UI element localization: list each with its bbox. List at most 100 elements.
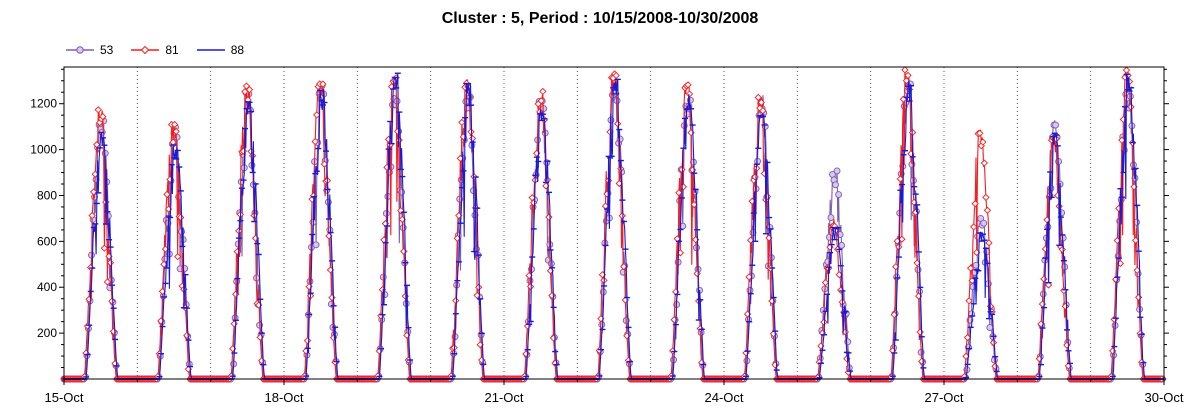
point-53 bbox=[893, 273, 901, 281]
point-81 bbox=[177, 213, 185, 222]
legend-swatch-81 bbox=[131, 45, 160, 55]
point-53 bbox=[825, 233, 833, 241]
point-53 bbox=[972, 261, 980, 269]
point-81 bbox=[904, 71, 912, 80]
point-81 bbox=[902, 77, 911, 85]
point-81 bbox=[989, 338, 998, 347]
series-layer bbox=[60, 66, 1167, 383]
y-tick-label: 400 bbox=[37, 280, 57, 294]
legend-item-88: 88 bbox=[196, 43, 256, 57]
point-81 bbox=[171, 120, 179, 129]
point-81 bbox=[313, 111, 321, 119]
point-53 bbox=[312, 241, 320, 249]
point-81 bbox=[979, 138, 987, 146]
point-81 bbox=[103, 278, 112, 286]
legend-swatch-53 bbox=[66, 46, 94, 54]
point-81 bbox=[99, 112, 107, 121]
point-81 bbox=[108, 297, 116, 305]
point-81 bbox=[746, 236, 755, 244]
point-81 bbox=[475, 283, 483, 291]
legend-label-81: 81 bbox=[165, 43, 179, 57]
point-81 bbox=[1040, 275, 1048, 283]
x-tick-label: 27-Oct bbox=[924, 390, 963, 405]
point-81 bbox=[88, 211, 96, 220]
point-81 bbox=[537, 97, 545, 105]
point-81 bbox=[901, 66, 909, 74]
point-81 bbox=[319, 80, 327, 88]
point-81 bbox=[970, 223, 978, 231]
chart-title: Cluster : 5, Period : 10/15/2008-10/30/2… bbox=[441, 10, 759, 27]
point-81 bbox=[980, 159, 989, 167]
point-81 bbox=[690, 200, 698, 209]
point-81 bbox=[1122, 66, 1131, 74]
x-tick-label: 30-Oct bbox=[1144, 390, 1183, 405]
point-81 bbox=[618, 212, 626, 220]
x-tick-label: 21-Oct bbox=[484, 390, 523, 405]
point-53 bbox=[980, 219, 988, 227]
point-81 bbox=[311, 137, 319, 146]
point-81 bbox=[985, 239, 993, 247]
legend-swatch-88 bbox=[196, 49, 225, 51]
point-81 bbox=[751, 173, 759, 181]
point-53 bbox=[1129, 161, 1137, 169]
legend-item-53: 53 bbox=[66, 43, 125, 57]
point-53 bbox=[598, 321, 606, 329]
point-81 bbox=[468, 134, 477, 143]
y-tick-label: 600 bbox=[37, 234, 57, 248]
point-81 bbox=[966, 264, 975, 272]
point-81 bbox=[106, 259, 115, 267]
point-53 bbox=[986, 324, 994, 332]
legend-item-81: 81 bbox=[131, 43, 190, 57]
point-81 bbox=[971, 200, 979, 208]
y-tick-label: 200 bbox=[37, 326, 57, 340]
point-81 bbox=[245, 86, 254, 94]
point-81 bbox=[172, 127, 180, 136]
point-81 bbox=[94, 106, 102, 114]
point-81 bbox=[614, 120, 622, 128]
point-53 bbox=[754, 157, 762, 165]
point-81 bbox=[976, 129, 984, 137]
point-81 bbox=[1131, 236, 1140, 244]
point-81 bbox=[612, 71, 620, 80]
legend: 53 81 88 bbox=[66, 42, 262, 58]
series-line-53 bbox=[64, 83, 1164, 380]
x-tick-label: 24-Oct bbox=[704, 390, 743, 405]
point-53 bbox=[832, 181, 839, 189]
point-81 bbox=[757, 98, 765, 107]
y-tick-label: 1200 bbox=[30, 97, 57, 111]
grid-layer bbox=[136, 67, 1092, 379]
point-81 bbox=[528, 194, 536, 202]
point-81 bbox=[328, 293, 336, 302]
point-81 bbox=[163, 190, 171, 199]
point-53 bbox=[616, 135, 624, 143]
point-81 bbox=[320, 160, 329, 168]
point-81 bbox=[526, 282, 535, 291]
point-81 bbox=[242, 82, 251, 90]
point-81 bbox=[458, 118, 466, 127]
point-81 bbox=[1044, 281, 1053, 289]
x-tick-label: 15-Oct bbox=[44, 390, 83, 405]
legend-label-88: 88 bbox=[230, 43, 245, 57]
point-53 bbox=[833, 167, 841, 175]
point-81 bbox=[684, 81, 692, 89]
point-53 bbox=[827, 214, 835, 222]
point-81 bbox=[916, 328, 924, 336]
y-tick-label: 1000 bbox=[30, 143, 57, 157]
axis-layer: 200 400 600 800 1000 1200 15-Oct 18-Oct 21-Oct 24… bbox=[30, 68, 1184, 405]
point-81 bbox=[896, 175, 904, 183]
point-81 bbox=[90, 188, 98, 196]
point-81 bbox=[982, 193, 990, 202]
point-81 bbox=[93, 140, 101, 149]
point-81 bbox=[965, 297, 973, 305]
point-81 bbox=[675, 189, 683, 197]
series-line-88 bbox=[64, 73, 1164, 380]
point-81 bbox=[530, 199, 538, 207]
point-81 bbox=[821, 278, 830, 287]
point-81 bbox=[174, 253, 182, 261]
point-81 bbox=[400, 247, 408, 256]
point-81 bbox=[1135, 293, 1143, 302]
point-53 bbox=[977, 215, 985, 222]
point-53 bbox=[835, 191, 843, 198]
plot-frame bbox=[63, 66, 1165, 380]
